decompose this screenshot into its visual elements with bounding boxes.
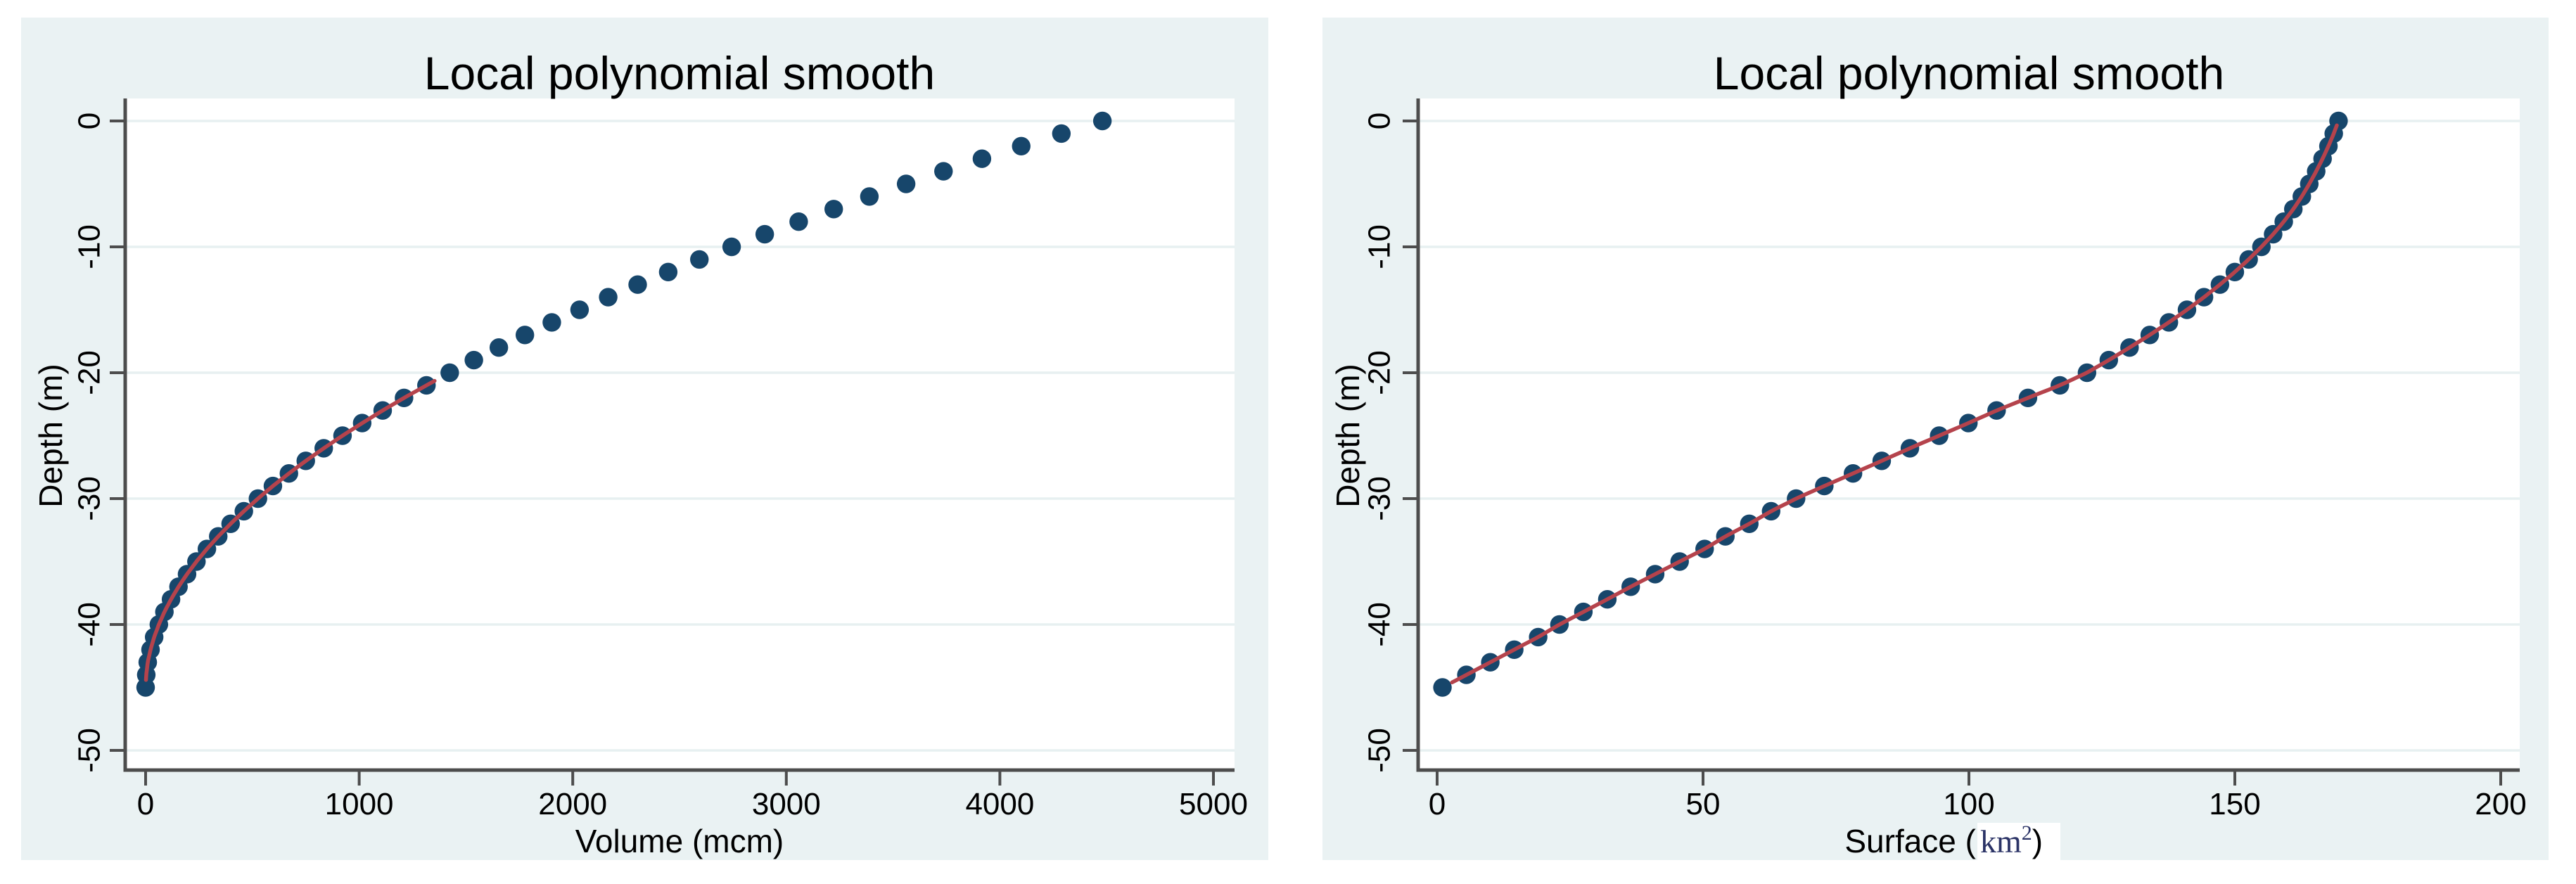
data-point: [755, 224, 774, 244]
data-point: [1012, 136, 1031, 155]
y-tick-label: -30: [1363, 476, 1397, 521]
x-tick-label: 3000: [752, 787, 821, 821]
chart-volume-depth-svg: 0 -10 -20 -30 -40 -50 0 1000 2000 3000 4000 5000 Loc…: [21, 18, 1268, 860]
chart-volume-depth: 0 -10 -20 -30 -40 -50 0 1000 2000 3000 4000 5000 Loc…: [21, 18, 1268, 864]
data-point: [972, 149, 992, 168]
data-point: [896, 174, 916, 193]
data-point: [658, 262, 678, 281]
data-point: [722, 237, 741, 257]
x-tick-label: 0: [1429, 787, 1446, 821]
x-tick-label: 4000: [965, 787, 1034, 821]
y-tick-label: -20: [72, 350, 107, 395]
y-tick-label: -30: [72, 476, 107, 521]
y-tick-label: -10: [72, 224, 107, 269]
data-point: [440, 363, 459, 383]
chart-title: Local polynomial smooth: [424, 47, 935, 99]
y-tick-label: -40: [72, 602, 107, 647]
data-point: [934, 162, 953, 181]
y-axis-title: Depth (m): [32, 364, 69, 507]
x-tick-label: 1000: [325, 787, 394, 821]
x-tick-label: 0: [137, 787, 154, 821]
y-tick-label: 0: [72, 113, 107, 129]
data-point: [628, 275, 647, 294]
x-tick-label: 5000: [1179, 787, 1248, 821]
x-tick-label: 50: [1686, 787, 1721, 821]
data-point: [570, 300, 589, 319]
x-axis-title: Volume (mcm): [575, 823, 784, 859]
data-point: [542, 313, 561, 332]
x-axis-ticks: 0 1000 2000 3000 4000 5000: [137, 770, 1248, 821]
y-tick-label: 0: [1363, 113, 1397, 129]
smooth-line: [144, 378, 437, 682]
data-point: [824, 200, 843, 219]
y-gridlines: [125, 120, 1235, 752]
data-point: [789, 212, 808, 231]
y-tick-label: -10: [1363, 224, 1397, 269]
x-axis-title-math: km2): [1980, 821, 2043, 859]
data-point: [489, 338, 509, 357]
y-tick-label: -50: [72, 728, 107, 773]
data-point: [136, 678, 155, 697]
data-point: [464, 350, 483, 370]
smooth-line: [1450, 123, 2339, 685]
x-tick-label: 100: [1943, 787, 1994, 821]
y-tick-label: -40: [1363, 602, 1397, 647]
data-point: [1433, 678, 1452, 697]
plot-area: [125, 98, 1235, 770]
math-label-chip: [1977, 823, 2060, 862]
plot-area: [1418, 98, 2520, 770]
y-tick-label: -50: [1363, 728, 1397, 773]
x-axis-ticks: 0 50 100 150 200: [1429, 770, 2527, 821]
x-axis-title-prefix: Surface (: [1844, 823, 1976, 859]
chart-title: Local polynomial smooth: [1714, 47, 2224, 99]
y-axis-ticks: 0 -10 -20 -30 -40 -50: [1363, 113, 1418, 773]
data-point: [1092, 111, 1112, 131]
data-point: [1052, 124, 1071, 143]
x-tick-label: 150: [2209, 787, 2260, 821]
x-tick-label: 200: [2475, 787, 2526, 821]
chart-surface-depth-svg: 0 -10 -20 -30 -40 -50 0 50 100 150 200 Local polyno…: [1322, 18, 2549, 862]
data-point: [690, 250, 709, 269]
data-point: [599, 288, 618, 307]
x-tick-label: 2000: [538, 787, 607, 821]
y-tick-label: -20: [1363, 350, 1397, 395]
chart-surface-depth: 0 -10 -20 -30 -40 -50 0 50 100 150 200 Local polyno…: [1322, 18, 2549, 864]
y-axis-ticks: 0 -10 -20 -30 -40 -50: [72, 113, 125, 773]
data-point: [860, 187, 879, 206]
data-point: [515, 326, 535, 345]
y-axis-title: Depth (m): [1330, 364, 1366, 507]
